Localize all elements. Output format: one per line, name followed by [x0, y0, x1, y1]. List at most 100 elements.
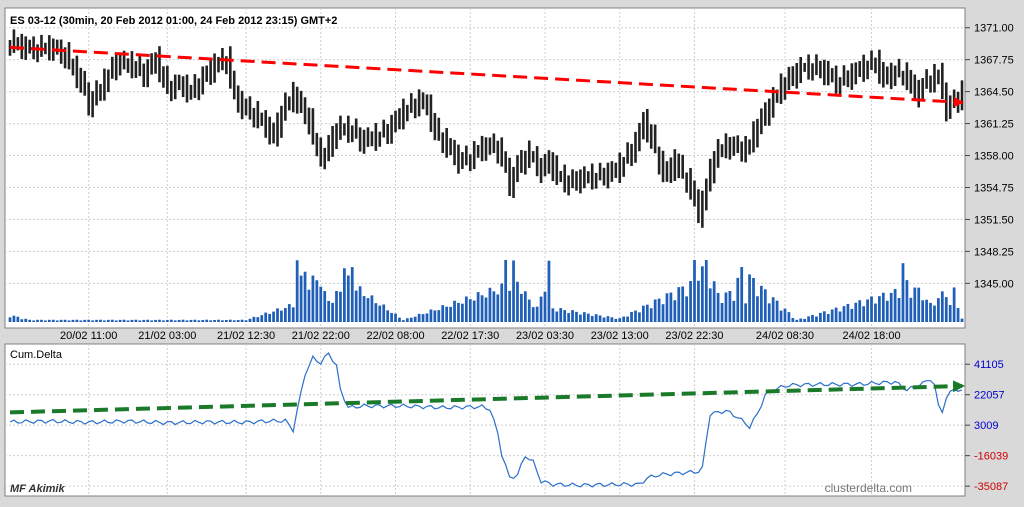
- volume-bar: [661, 304, 665, 322]
- volume-bar: [693, 260, 696, 322]
- volume-bar: [413, 316, 417, 322]
- volume-bar: [724, 292, 728, 322]
- volume-bar: [638, 312, 641, 322]
- volume-bar: [681, 286, 685, 322]
- volume-bar: [110, 319, 114, 322]
- price-tick-label: 1371.00: [974, 23, 1014, 35]
- volume-bar: [496, 294, 500, 322]
- time-tick-label: 23/02 03:30: [516, 330, 574, 342]
- volume-bar: [866, 299, 869, 322]
- volume-bar: [425, 313, 429, 322]
- volume-bar: [28, 319, 32, 322]
- volume-bar: [512, 260, 515, 322]
- time-tick-label: 24/02 08:30: [756, 330, 814, 342]
- volume-bar: [32, 320, 35, 322]
- volume-bar: [531, 307, 535, 322]
- volume-bar: [858, 300, 862, 322]
- volume-bar: [213, 319, 216, 322]
- volume-bar: [311, 275, 315, 322]
- volume-bar: [142, 319, 146, 322]
- volume-bar: [925, 299, 928, 322]
- time-tick-label: 22/02 08:00: [366, 330, 424, 342]
- volume-bar: [209, 320, 212, 322]
- volume-bar: [378, 305, 382, 322]
- volume-bar: [917, 287, 921, 322]
- delta-panel: [4, 343, 966, 497]
- volume-bar: [264, 312, 268, 322]
- volume-bar: [134, 319, 138, 322]
- volume-bar: [484, 297, 488, 322]
- volume-bar: [779, 310, 783, 322]
- volume-bar: [657, 298, 661, 322]
- price-tick-label: 1345.00: [974, 278, 1014, 290]
- volume-bar: [677, 287, 681, 322]
- volume-bar: [291, 307, 295, 322]
- volume-bar: [236, 319, 240, 322]
- volume-bars: [8, 260, 964, 322]
- volume-bar: [20, 319, 24, 322]
- volume-bar: [610, 317, 614, 322]
- volume-bar: [944, 297, 948, 322]
- volume-bar: [575, 311, 578, 322]
- delta-trend-arrow: [9, 380, 965, 415]
- delta-tick-label: 41105: [974, 359, 1004, 371]
- volume-bar: [118, 319, 122, 322]
- volume-bar: [476, 292, 480, 322]
- volume-bar: [492, 291, 496, 322]
- volume-bar: [126, 320, 130, 322]
- volume-bar: [95, 319, 98, 322]
- volume-bar: [205, 319, 209, 322]
- volume-bar: [114, 320, 118, 322]
- volume-bar: [767, 303, 771, 322]
- volume-bar: [516, 281, 519, 322]
- time-tick-label: 21/02 22:00: [292, 330, 350, 342]
- volume-bar: [339, 291, 342, 322]
- price-axis: 1371.00 1367.75 1364.50 1361.25 1358.00 1354.…: [965, 23, 1014, 290]
- volume-bar: [366, 298, 370, 322]
- volume-bar: [398, 317, 401, 322]
- volume-bar: [276, 308, 279, 322]
- volume-bar: [331, 302, 334, 322]
- volume-bar: [67, 320, 71, 322]
- delta-grid: [5, 344, 965, 496]
- volume-bar: [822, 311, 826, 322]
- volume-bar: [173, 320, 177, 322]
- time-tick-label: 21/02 03:00: [138, 330, 196, 342]
- volume-bar: [819, 312, 822, 322]
- volume-bar: [571, 310, 574, 322]
- volume-bar: [543, 291, 547, 322]
- volume-bar: [464, 296, 468, 322]
- volume-bar: [315, 280, 319, 322]
- volume-bar: [689, 281, 692, 322]
- volume-bar: [335, 291, 338, 322]
- volume-bar: [445, 306, 449, 322]
- volume-bar: [834, 307, 838, 322]
- volume-bar: [846, 303, 850, 322]
- volume-bar: [716, 292, 720, 322]
- volume-bar: [748, 274, 751, 322]
- volume-bar: [508, 290, 511, 322]
- volume-bar: [874, 303, 877, 322]
- volume-bar: [807, 316, 810, 322]
- volume-bar: [8, 317, 12, 322]
- volume-bar: [221, 320, 224, 322]
- volume-bar: [791, 318, 795, 322]
- volume-bar: [948, 305, 952, 322]
- volume-bar: [409, 317, 413, 322]
- volume-bar: [539, 296, 543, 322]
- volume-bar: [421, 314, 425, 322]
- volume-bar: [811, 314, 814, 322]
- volume-bar: [551, 308, 555, 322]
- volume-bar: [370, 295, 374, 322]
- volume-bar: [429, 309, 433, 322]
- volume-bar: [952, 287, 956, 322]
- volume-bar: [79, 320, 83, 322]
- volume-bar: [193, 319, 197, 322]
- volume-bar: [358, 286, 362, 322]
- volume-bar: [838, 311, 842, 322]
- volume-bar: [472, 300, 476, 322]
- time-tick-label: 20/02 11:00: [60, 330, 117, 342]
- volume-bar: [122, 319, 126, 322]
- volume-bar: [169, 319, 173, 322]
